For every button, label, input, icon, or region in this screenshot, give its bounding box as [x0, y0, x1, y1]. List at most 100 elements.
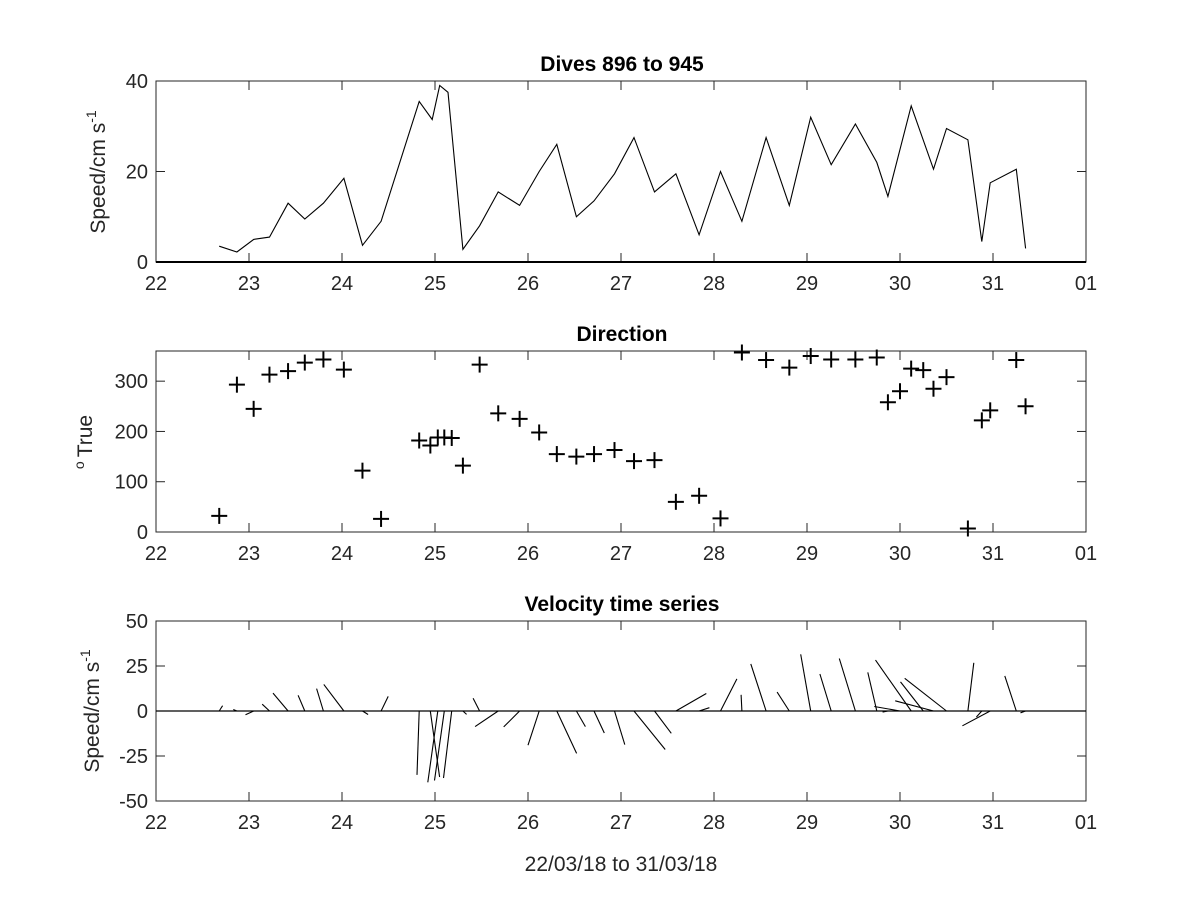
- velocity-vector: [272, 692, 289, 712]
- velocity-vector: [904, 677, 947, 712]
- velocity-vector: [433, 710, 445, 781]
- speed-panel-y-ticks: 0 20 40: [126, 71, 1086, 274]
- direction-panel-marks: [211, 344, 1034, 537]
- velocity-x-tick-label: 01: [1075, 812, 1097, 834]
- velocity-vector: [867, 672, 878, 712]
- speed-x-tick-label: 27: [610, 273, 632, 295]
- velocity-vector: [323, 684, 345, 712]
- velocity-panel-y-label-superscript: -1: [77, 649, 93, 662]
- direction-point: [847, 351, 864, 368]
- velocity-vector: [527, 710, 540, 746]
- speed-x-tick-label: 01: [1075, 273, 1097, 295]
- direction-point: [915, 362, 932, 379]
- velocity-x-tick-label: 25: [424, 812, 446, 834]
- velocity-vector: [882, 710, 889, 713]
- velocity-y-tick-label: 50: [126, 611, 148, 633]
- direction-point: [868, 349, 885, 366]
- direction-point: [315, 351, 332, 368]
- direction-point: [373, 510, 390, 527]
- direction-point: [903, 360, 920, 377]
- direction-point: [646, 452, 663, 469]
- velocity-vector: [633, 710, 666, 750]
- direction-x-tick-label: 24: [331, 543, 353, 565]
- direction-point: [548, 446, 565, 463]
- velocity-vector: [503, 710, 520, 728]
- direction-point: [422, 437, 439, 454]
- direction-y-tick-label: 100: [115, 472, 148, 494]
- speed-series-line: [219, 84, 1027, 253]
- velocity-vector: [233, 708, 238, 712]
- velocity-vector: [575, 710, 586, 727]
- direction-point: [733, 344, 750, 361]
- direction-x-tick-label: 31: [982, 543, 1004, 565]
- velocity-vector: [740, 694, 743, 712]
- direction-point: [781, 359, 798, 376]
- velocity-vector: [895, 700, 934, 712]
- direction-x-tick-label: 30: [889, 543, 911, 565]
- direction-x-tick-label: 01: [1075, 543, 1097, 565]
- velocity-vector: [1004, 675, 1017, 712]
- velocity-vector: [427, 710, 439, 783]
- velocity-vector: [720, 678, 738, 712]
- direction-point: [586, 446, 603, 463]
- direction-x-tick-label: 23: [238, 543, 260, 565]
- velocity-vector: [975, 710, 983, 718]
- speed-panel: Dives 896 to 945 22 23 24 25 26 27 28 29 30 31 01 …: [83, 53, 1097, 295]
- direction-point: [531, 424, 548, 441]
- direction-point: [667, 493, 684, 510]
- direction-panel-y-label: o True: [71, 415, 97, 469]
- velocity-vector: [297, 695, 306, 712]
- direction-point: [973, 412, 990, 429]
- direction-point: [211, 507, 228, 524]
- direction-point: [1008, 352, 1025, 369]
- velocity-vector: [698, 707, 710, 712]
- direction-point: [802, 348, 819, 365]
- direction-y-tick-label: 0: [137, 522, 148, 544]
- velocity-panel-x-label: 22/03/18 to 31/03/18: [525, 853, 718, 876]
- direction-point: [938, 369, 955, 386]
- velocity-vector: [800, 654, 812, 712]
- direction-y-tick-label: 300: [115, 371, 148, 393]
- direction-point: [568, 448, 585, 465]
- direction-x-tick-label: 25: [424, 543, 446, 565]
- direction-point: [354, 462, 371, 479]
- velocity-panel-marks: [156, 654, 1086, 783]
- direction-point: [335, 361, 352, 378]
- speed-panel-x-ticks: 22 23 24 25 26 27 28 29 30 31 01: [145, 81, 1097, 295]
- direction-point: [1017, 398, 1034, 415]
- direction-point: [228, 376, 245, 393]
- velocity-vector: [819, 673, 832, 712]
- speed-panel-y-label: Speed/cm s-1: [83, 110, 110, 234]
- velocity-panel: Velocity time series 22 23 24 25 26 27 28 29 30 3…: [77, 593, 1097, 876]
- direction-point: [280, 363, 297, 380]
- speed-y-tick-label: 40: [126, 71, 148, 93]
- speed-x-tick-label: 31: [982, 273, 1004, 295]
- direction-x-tick-label: 22: [145, 543, 167, 565]
- direction-point: [606, 442, 623, 459]
- direction-point: [296, 354, 313, 371]
- velocity-x-tick-label: 29: [796, 812, 818, 834]
- velocity-vector: [675, 693, 707, 712]
- velocity-vector: [218, 705, 224, 712]
- direction-point: [261, 366, 278, 383]
- velocity-vector: [261, 703, 270, 712]
- velocity-vector: [875, 659, 912, 712]
- velocity-vector: [874, 705, 901, 712]
- velocity-y-tick-label: -25: [119, 746, 148, 768]
- velocity-x-tick-label: 24: [331, 812, 353, 834]
- speed-x-tick-label: 23: [238, 273, 260, 295]
- velocity-vector: [962, 710, 991, 727]
- speed-panel-marks: [156, 84, 1086, 263]
- speed-panel-y-label-main: Speed/cm s: [87, 123, 110, 234]
- direction-panel: Direction 22 23 24 25 26 27 28 29 30 31 01 0 100 200…: [71, 323, 1097, 565]
- direction-point: [411, 432, 428, 449]
- direction-point: [879, 394, 896, 411]
- velocity-vector: [380, 696, 389, 712]
- direction-x-tick-label: 27: [610, 543, 632, 565]
- velocity-vector: [900, 681, 924, 712]
- velocity-x-tick-label: 23: [238, 812, 260, 834]
- velocity-x-tick-label: 28: [703, 812, 725, 834]
- velocity-vector: [416, 710, 420, 775]
- speed-panel-y-label-superscript: -1: [83, 110, 99, 123]
- velocity-panel-y-label-main: Speed/cm s: [81, 662, 104, 773]
